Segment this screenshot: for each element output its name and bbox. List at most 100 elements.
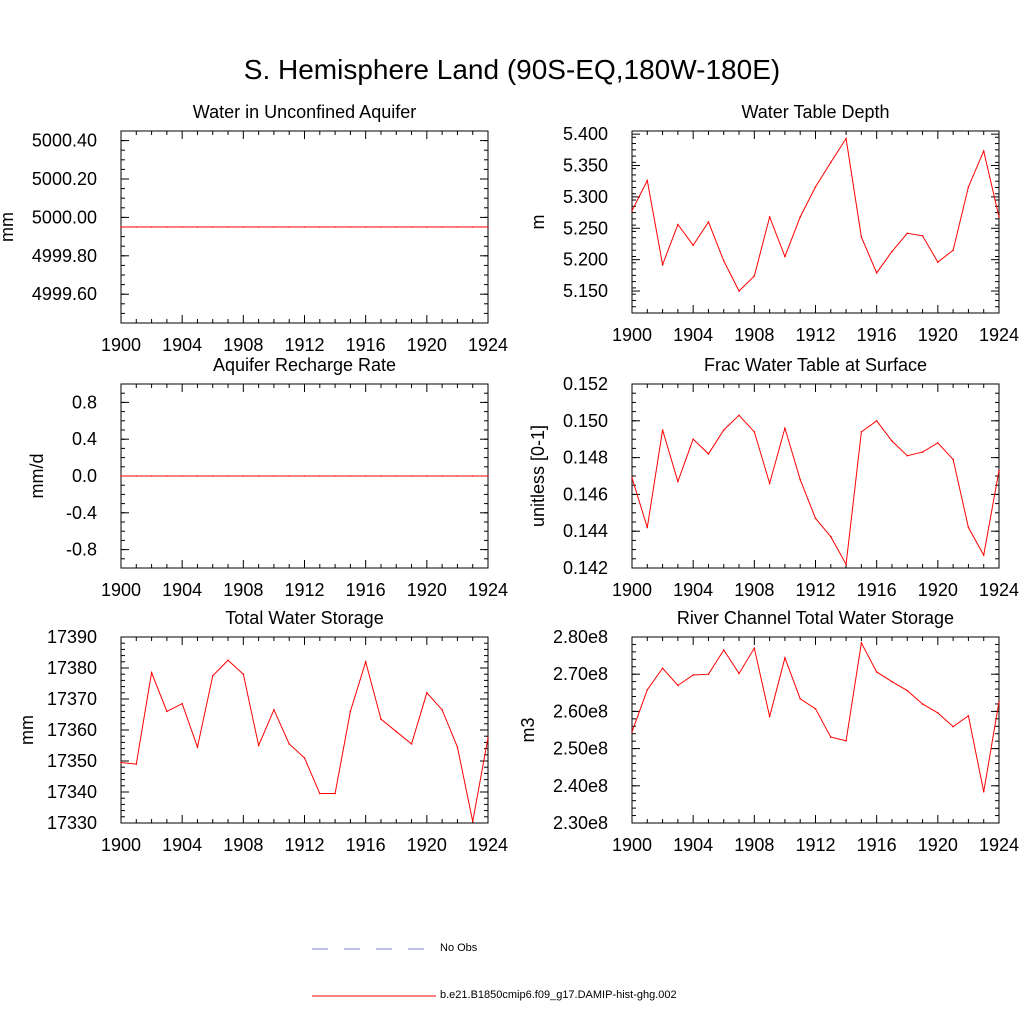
x-tick-label: 1912	[795, 325, 835, 345]
series-point	[661, 429, 664, 431]
series-point	[303, 475, 306, 477]
x-tick-label: 1900	[612, 325, 652, 345]
series-point	[273, 709, 275, 711]
series-point	[426, 226, 428, 228]
series-point	[487, 736, 489, 739]
y-tick-label: 0.144	[563, 521, 608, 541]
series-line	[631, 414, 1000, 566]
series-point	[661, 263, 664, 266]
y-tick-label: 5000.00	[32, 207, 97, 227]
y-axis-label: mm	[17, 715, 37, 745]
series-point	[487, 475, 489, 477]
y-tick-label: 2.70e8	[553, 664, 608, 684]
series-point	[661, 667, 664, 670]
series-point	[891, 680, 893, 683]
series-point	[227, 226, 229, 228]
panel-3: 1900 1904 1908 1912 1916 1920 1924 -0.8 -0.4 0.0 0…	[27, 355, 508, 600]
series-point	[441, 475, 443, 477]
series-point	[471, 475, 474, 477]
series-point	[456, 475, 459, 477]
y-tick-label: 2.40e8	[553, 776, 608, 796]
series-point	[364, 661, 367, 663]
y-tick-label: 0.146	[563, 484, 608, 504]
series-point	[410, 475, 413, 477]
panel-title: River Channel Total Water Storage	[677, 608, 954, 628]
series-point	[349, 475, 352, 477]
series-point	[906, 454, 909, 457]
series-point	[364, 475, 367, 477]
series-point	[318, 226, 321, 228]
series-point	[860, 431, 863, 433]
series-point	[860, 236, 863, 238]
series-point	[631, 477, 633, 479]
series-point	[998, 700, 1000, 703]
series-point	[982, 790, 985, 793]
x-tick-label: 1924	[468, 835, 508, 855]
x-tick-label: 1912	[284, 580, 324, 600]
y-tick-label: 17340	[47, 782, 97, 802]
series-point	[753, 431, 756, 433]
y-tick-label: 5.300	[563, 187, 608, 207]
y-tick-label: 2.50e8	[553, 739, 608, 759]
series-point	[257, 475, 260, 477]
series-point	[768, 715, 771, 718]
y-axis-label: unitless [0-1]	[528, 425, 548, 527]
series-point	[692, 244, 694, 247]
series-point	[677, 480, 679, 483]
x-tick-label: 1924	[468, 580, 508, 600]
series-point	[257, 744, 260, 747]
series-point	[967, 526, 970, 529]
series-point	[829, 736, 832, 738]
series-point	[349, 226, 352, 228]
plot-frame	[631, 130, 1000, 314]
series-point	[646, 689, 649, 691]
y-tick-label: 17360	[47, 720, 97, 740]
y-tick-label: 5000.40	[32, 131, 97, 151]
series-point	[784, 657, 786, 659]
series-point	[441, 226, 443, 228]
y-tick-label: 17380	[47, 658, 97, 678]
series-point	[829, 161, 832, 164]
x-tick-label: 1904	[673, 835, 713, 855]
series-point	[334, 792, 336, 795]
y-tick-label: 2.80e8	[553, 627, 608, 647]
x-tick-label: 1916	[346, 335, 386, 355]
plot-frame	[631, 383, 1000, 569]
x-tick-label: 1908	[734, 835, 774, 855]
series-point	[967, 186, 970, 188]
series-point	[227, 475, 229, 477]
series-point	[380, 718, 382, 720]
series-point	[753, 275, 756, 277]
series-point	[707, 221, 710, 223]
y-tick-label: 17330	[47, 813, 97, 833]
x-tick-label: 1900	[612, 580, 652, 600]
series-point	[692, 438, 694, 441]
series-point	[288, 475, 291, 477]
series-point	[875, 671, 878, 673]
series-point	[395, 475, 398, 477]
panel-title: Water Table Depth	[741, 102, 889, 122]
series-line	[631, 641, 1000, 792]
panel-6: 1900 1904 1908 1912 1916 1920 1924 2.30e8 2.40e8…	[518, 608, 1019, 855]
x-tick-label: 1916	[857, 580, 897, 600]
series-point	[677, 223, 679, 226]
y-tick-label: 0.150	[563, 411, 608, 431]
panel-title: Total Water Storage	[225, 608, 383, 628]
x-tick-label: 1920	[918, 580, 958, 600]
x-tick-label: 1916	[857, 835, 897, 855]
series-point	[166, 475, 168, 477]
series-point	[318, 475, 321, 477]
figure-title: S. Hemisphere Land (90S-EQ,180W-180E)	[243, 54, 781, 85]
series-point	[135, 226, 138, 228]
series-point	[380, 475, 382, 477]
x-tick-label: 1916	[346, 580, 386, 600]
series-point	[471, 226, 474, 228]
series-point	[456, 226, 459, 228]
x-tick-label: 1912	[284, 835, 324, 855]
series-point	[829, 535, 832, 538]
series-point	[677, 684, 679, 687]
x-tick-label: 1908	[223, 580, 263, 600]
x-tick-label: 1912	[795, 580, 835, 600]
series-point	[937, 442, 939, 444]
series-point	[814, 517, 817, 520]
